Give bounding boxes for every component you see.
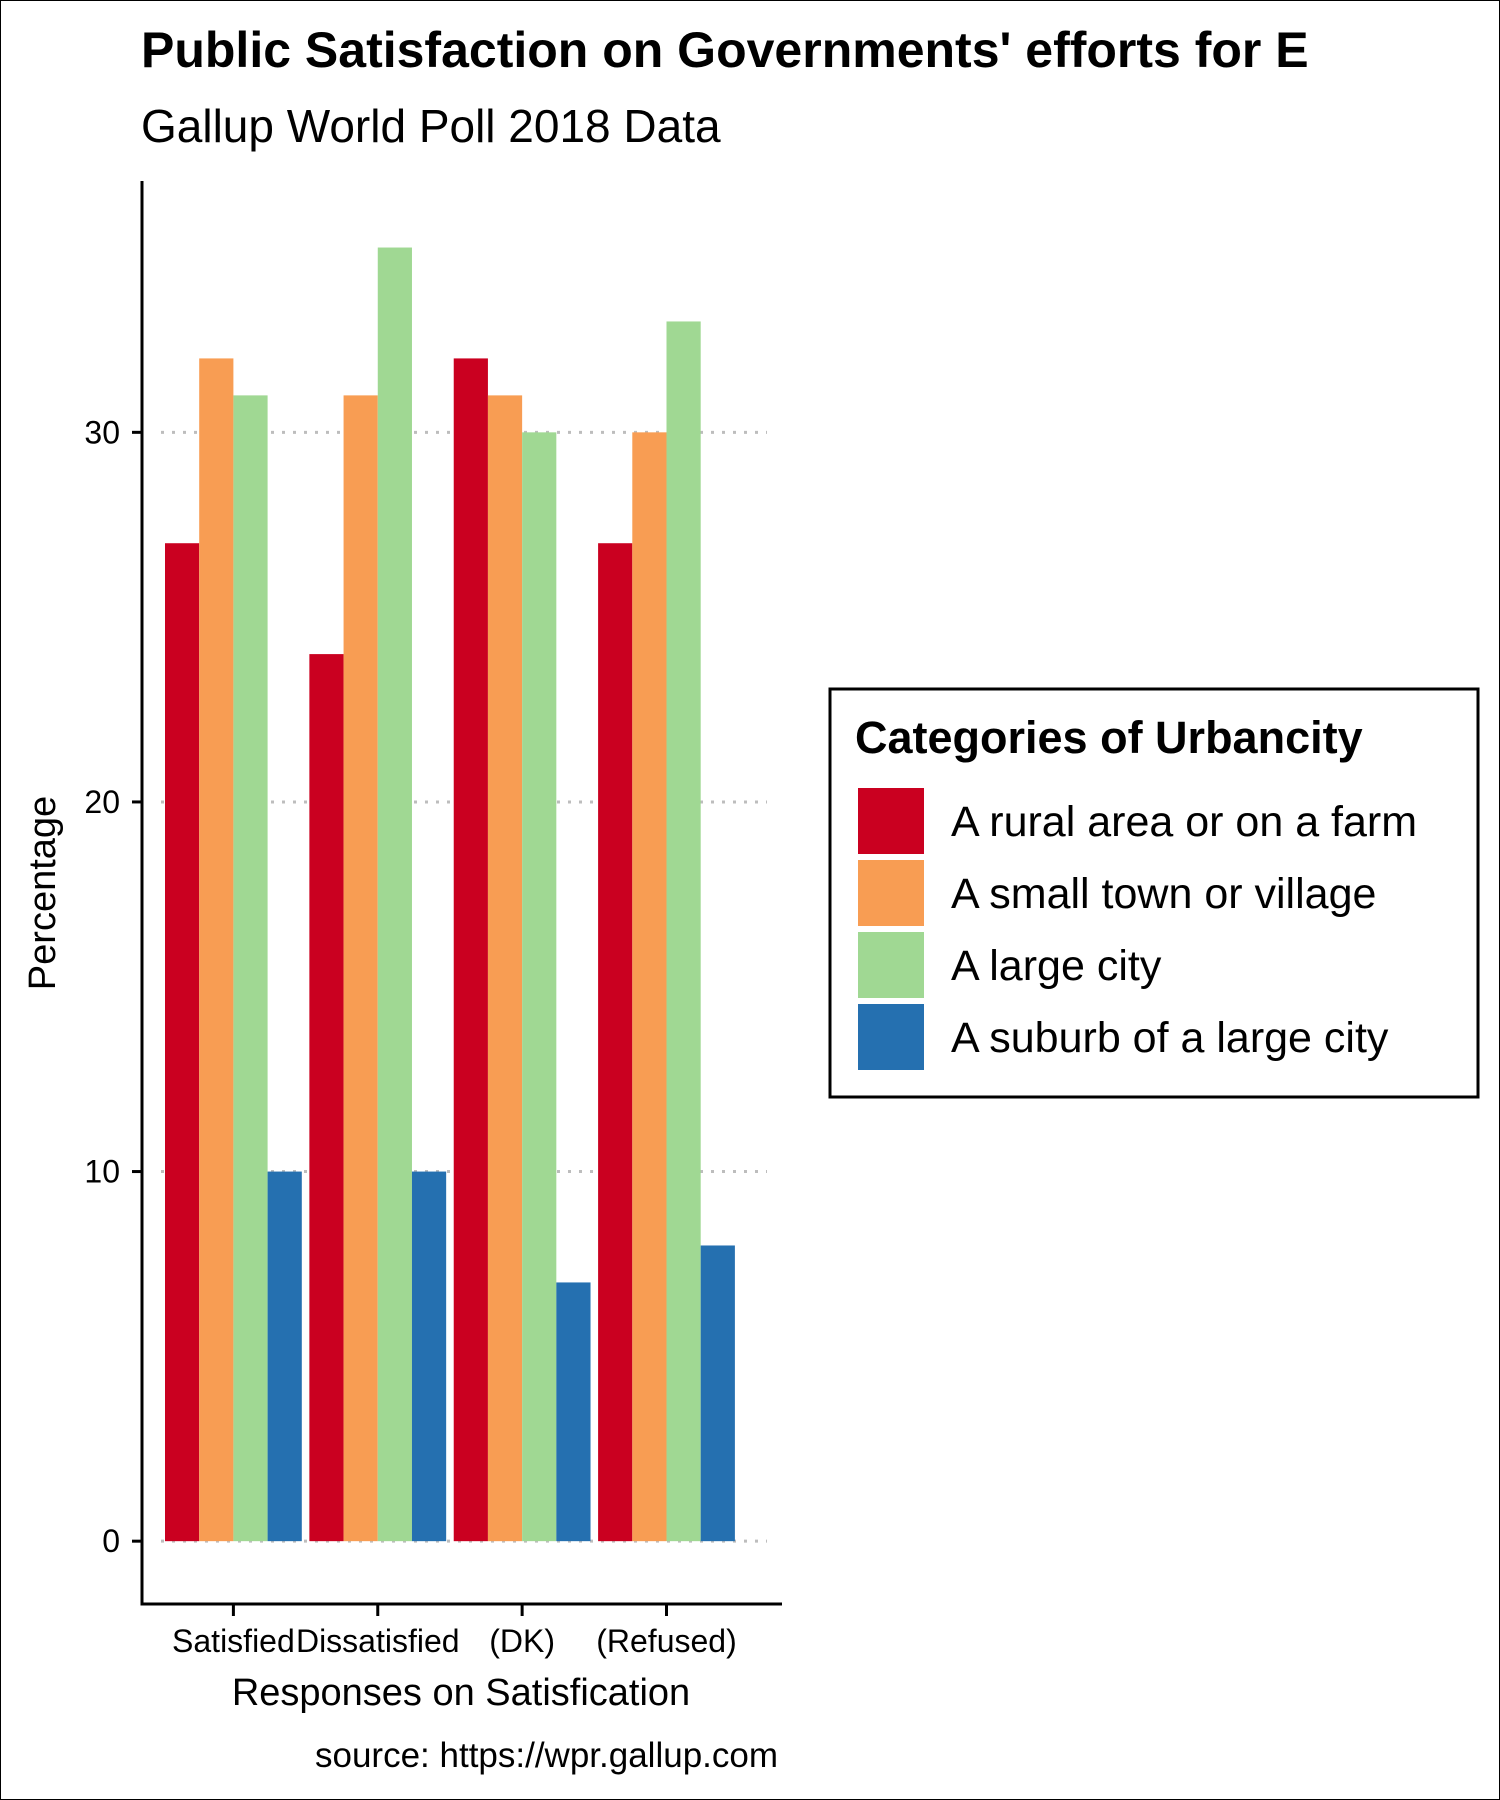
y-tick-label-20: 20	[84, 784, 120, 820]
bar-refused-a-small-town-or-village	[632, 432, 667, 1542]
x-axis-title: Responses on Satisfication	[232, 1672, 690, 1714]
y-tick-label-10: 10	[84, 1154, 120, 1190]
bar-refused-a-rural-area-or-on-a-farm	[598, 543, 633, 1542]
x-tick-label-satisfied: Satisfied	[172, 1623, 295, 1659]
bar-satisfied-a-large-city	[233, 395, 268, 1542]
x-tick-label-dk: (DK)	[489, 1623, 555, 1659]
legend-swatch-a-small-town-or-village	[858, 860, 924, 926]
chart-title: Public Satisfaction on Governments' effo…	[141, 22, 1309, 78]
legend-swatch-a-rural-area-or-on-a-farm	[858, 788, 924, 854]
bar-dissatisfied-a-large-city	[377, 247, 412, 1542]
bar-satisfied-a-rural-area-or-on-a-farm	[165, 543, 200, 1542]
legend-swatch-a-suburb-of-a-large-city	[858, 1004, 924, 1070]
legend-label-a-suburb-of-a-large-city: A suburb of a large city	[951, 1014, 1389, 1062]
x-axis-ticks: Satisfied Dissatisfied (DK) (Refused)	[172, 1604, 737, 1659]
bar-satisfied-a-small-town-or-village	[199, 358, 234, 1542]
x-tick-label-dissatisfied: Dissatisfied	[296, 1623, 460, 1659]
bar-dk-a-rural-area-or-on-a-farm	[453, 358, 488, 1542]
legend-items: A rural area or on a farm A small town or…	[858, 788, 1417, 1070]
bar-satisfied-a-suburb-of-a-large-city	[267, 1171, 302, 1542]
source-caption: source: https://wpr.gallup.com	[315, 1736, 778, 1775]
bar-dissatisfied-a-suburb-of-a-large-city	[411, 1171, 447, 1542]
bar-dk-a-small-town-or-village	[487, 395, 523, 1542]
y-tick-label-30: 30	[84, 414, 120, 450]
legend-swatch-a-large-city	[858, 932, 924, 998]
bars	[165, 247, 735, 1542]
legend-label-a-small-town-or-village: A small town or village	[951, 870, 1376, 918]
legend-label-a-rural-area-or-on-a-farm: A rural area or on a farm	[951, 798, 1417, 846]
bar-dk-a-large-city	[522, 432, 557, 1542]
bar-dissatisfied-a-small-town-or-village	[343, 395, 378, 1542]
bar-dk-a-suburb-of-a-large-city	[556, 1282, 591, 1542]
y-tick-label-0: 0	[102, 1523, 120, 1559]
bar-refused-a-large-city	[666, 321, 701, 1542]
x-tick-label-refused: (Refused)	[596, 1623, 737, 1659]
y-axis-title: Percentage	[22, 796, 64, 990]
bar-refused-a-suburb-of-a-large-city	[700, 1245, 735, 1542]
y-axis-ticks: 0 10 20 30	[84, 414, 142, 1559]
legend-label-a-large-city: A large city	[951, 942, 1162, 990]
legend-title: Categories of Urbancity	[855, 712, 1363, 763]
legend-box	[828, 687, 1480, 1099]
legend: Categories of Urbancity A rural area or …	[828, 687, 1480, 1099]
bar-dissatisfied-a-rural-area-or-on-a-farm	[309, 654, 344, 1542]
chart-subtitle: Gallup World Poll 2018 Data	[141, 100, 721, 152]
